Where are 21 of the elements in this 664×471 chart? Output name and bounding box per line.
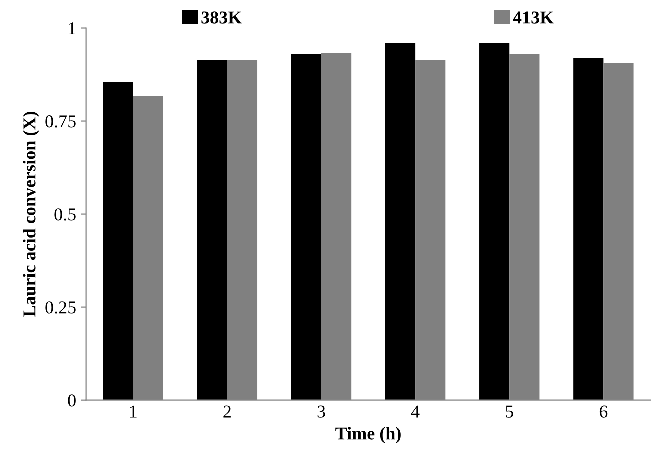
y-tick-label: 0.75 (46, 116, 76, 128)
y-axis-title: Lauric acid conversion (X) (23, 112, 40, 318)
bar (385, 43, 416, 400)
x-tick-label: 5 (506, 406, 514, 418)
x-tick-label: 4 (411, 406, 420, 418)
y-tick-label: 0 (68, 394, 76, 407)
bar (480, 43, 510, 400)
legend-label: 383K (202, 12, 242, 24)
legend-label: 413K (513, 12, 554, 24)
bar (291, 54, 322, 400)
bar (574, 58, 604, 400)
x-tick-label: 2 (224, 406, 231, 418)
x-tick-label: 1 (130, 406, 137, 418)
bar (197, 60, 228, 400)
x-tick-label: 6 (600, 406, 608, 418)
y-tick-label: 1 (69, 22, 76, 35)
x-axis-title: Time (h) (336, 427, 401, 444)
bar (103, 82, 134, 400)
y-tick-label: 0.25 (46, 302, 76, 314)
x-tick-label: 3 (318, 406, 326, 418)
y-tick-label: 0.5 (54, 208, 76, 221)
